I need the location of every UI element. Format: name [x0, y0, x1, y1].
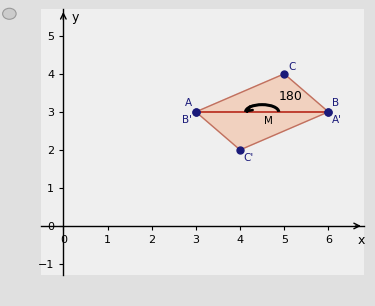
- Text: y: y: [71, 11, 79, 24]
- Text: A: A: [185, 98, 192, 108]
- Polygon shape: [196, 74, 328, 150]
- Text: B': B': [182, 115, 192, 125]
- Text: C: C: [289, 62, 296, 72]
- Text: C': C': [244, 153, 254, 163]
- Text: x: x: [358, 234, 365, 247]
- Text: M: M: [264, 116, 273, 126]
- Text: 180: 180: [279, 91, 303, 103]
- Text: A': A': [332, 115, 342, 125]
- Text: B: B: [332, 98, 339, 108]
